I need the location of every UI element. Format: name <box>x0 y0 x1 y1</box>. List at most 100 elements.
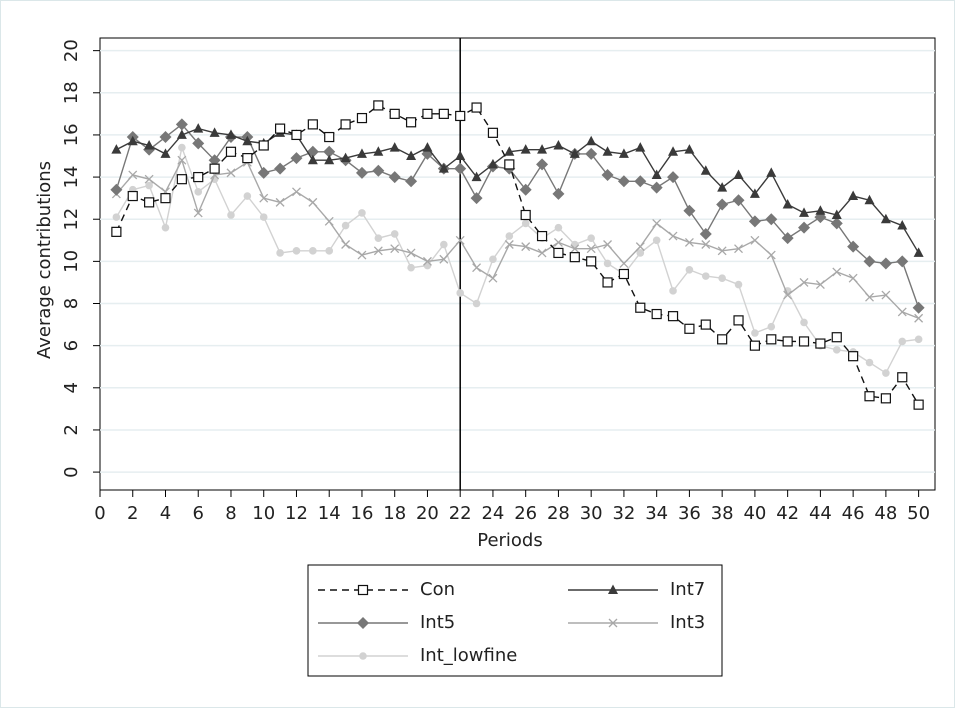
marker <box>160 193 171 204</box>
marker <box>684 237 694 247</box>
marker <box>897 372 908 383</box>
legend-marker <box>357 617 369 629</box>
marker <box>193 123 204 133</box>
marker <box>324 154 335 165</box>
marker <box>406 150 417 161</box>
marker <box>585 147 598 160</box>
marker <box>734 280 743 289</box>
marker <box>815 280 825 290</box>
marker <box>127 190 138 202</box>
marker <box>176 129 187 139</box>
marker <box>635 242 645 252</box>
marker <box>798 221 811 234</box>
marker <box>766 334 777 345</box>
marker <box>160 148 171 158</box>
marker <box>208 154 221 167</box>
marker <box>635 142 646 152</box>
marker <box>815 338 826 349</box>
marker <box>505 232 514 240</box>
marker <box>553 139 564 150</box>
marker <box>111 226 122 237</box>
marker <box>519 183 532 196</box>
marker <box>159 131 172 144</box>
marker <box>292 247 301 255</box>
marker <box>765 213 778 226</box>
marker <box>144 197 155 208</box>
marker <box>341 240 351 249</box>
y-tick-label: 6 <box>61 340 82 351</box>
x-tick-label: 8 <box>225 503 236 524</box>
marker <box>865 358 874 367</box>
marker <box>882 369 890 377</box>
legend-box <box>307 564 723 677</box>
marker <box>489 255 497 264</box>
marker <box>455 235 465 245</box>
marker <box>454 162 467 175</box>
plot-area <box>99 37 936 491</box>
marker <box>390 244 400 254</box>
marker <box>652 236 661 245</box>
marker <box>504 240 514 249</box>
marker <box>750 235 760 245</box>
marker <box>537 248 547 258</box>
marker <box>290 152 303 165</box>
marker <box>438 163 449 173</box>
marker <box>603 259 612 268</box>
marker <box>422 142 433 152</box>
marker <box>242 135 253 146</box>
marker <box>291 129 302 141</box>
x-tick-label: 0 <box>94 503 105 524</box>
legend-marker <box>608 584 618 594</box>
marker <box>799 207 810 217</box>
marker <box>455 150 466 161</box>
legend-label: Int5 <box>420 612 455 633</box>
marker <box>275 197 285 207</box>
marker <box>423 261 432 270</box>
marker <box>388 171 401 184</box>
marker <box>879 257 892 270</box>
marker <box>799 277 809 287</box>
x-tick-label: 30 <box>580 503 603 524</box>
x-axis-title: Periods <box>477 530 543 551</box>
marker <box>521 219 530 228</box>
marker <box>880 393 891 404</box>
marker <box>422 108 433 119</box>
marker <box>488 273 498 283</box>
marker <box>307 154 318 165</box>
legend-label: Int3 <box>670 612 705 633</box>
marker <box>389 108 400 119</box>
marker <box>554 223 563 232</box>
marker <box>192 137 205 150</box>
y-tick-label: 12 <box>61 208 82 231</box>
marker <box>734 244 743 254</box>
y-tick-label: 2 <box>61 424 82 435</box>
series-line <box>115 145 919 375</box>
marker <box>276 249 284 257</box>
marker <box>259 193 269 203</box>
marker <box>440 240 448 249</box>
marker <box>830 217 843 230</box>
marker <box>831 332 842 343</box>
x-tick-label: 36 <box>678 503 701 524</box>
marker <box>716 198 729 211</box>
legend-marker <box>357 584 369 596</box>
marker <box>913 247 924 257</box>
marker <box>308 197 318 207</box>
marker <box>586 135 597 146</box>
marker <box>751 329 759 337</box>
marker <box>536 158 549 171</box>
legend-label: Con <box>420 579 455 600</box>
marker <box>471 102 482 113</box>
marker <box>783 290 793 300</box>
marker <box>520 209 531 221</box>
marker <box>324 131 335 143</box>
marker <box>209 127 220 137</box>
marker <box>569 252 580 263</box>
x-tick-label: 28 <box>547 503 570 524</box>
marker <box>176 174 187 185</box>
y-tick-label: 8 <box>61 298 82 309</box>
marker <box>748 215 761 228</box>
marker <box>897 220 908 230</box>
marker <box>356 148 367 158</box>
marker <box>717 182 728 192</box>
